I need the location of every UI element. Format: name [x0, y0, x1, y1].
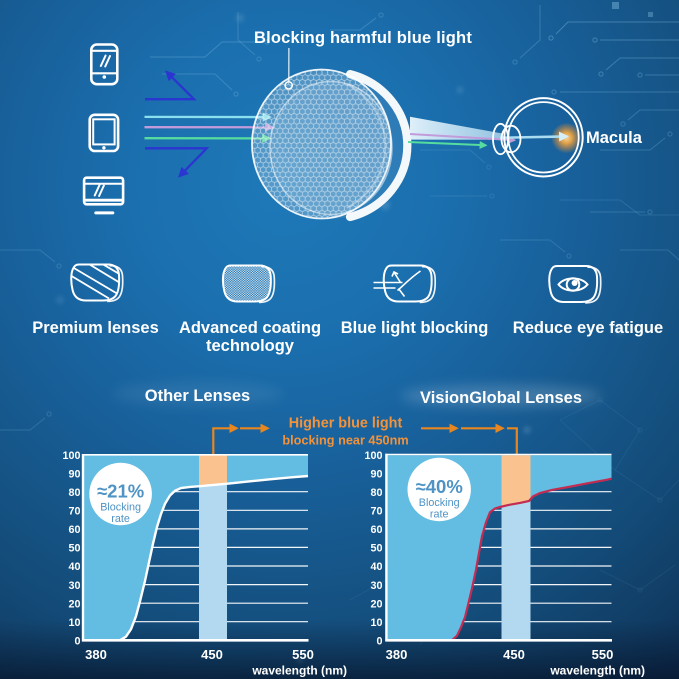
svg-text:Macula: Macula: [586, 129, 643, 147]
svg-text:70: 70: [370, 506, 382, 518]
svg-text:rate: rate: [430, 509, 449, 521]
svg-text:Reduce eye fatigue: Reduce eye fatigue: [513, 319, 663, 337]
svg-text:10: 10: [370, 617, 382, 629]
svg-text:Blue light blocking: Blue light blocking: [341, 319, 489, 337]
svg-text:30: 30: [370, 580, 382, 592]
svg-text:Higher blue light: Higher blue light: [289, 416, 403, 432]
svg-text:100: 100: [62, 450, 80, 462]
svg-text:Advanced coating: Advanced coating: [179, 319, 321, 337]
svg-text:Blocking: Blocking: [100, 502, 141, 514]
svg-text:≈40%: ≈40%: [416, 476, 463, 497]
svg-text:40: 40: [370, 561, 382, 573]
svg-text:380: 380: [85, 647, 107, 662]
svg-text:Blocking harmful blue light: Blocking harmful blue light: [254, 29, 472, 47]
svg-text:80: 80: [68, 487, 80, 499]
svg-text:0: 0: [74, 636, 80, 648]
svg-text:450: 450: [201, 647, 223, 662]
svg-text:Premium lenses: Premium lenses: [32, 319, 159, 337]
svg-text:VisionGlobal Lenses: VisionGlobal Lenses: [420, 389, 582, 407]
svg-text:technology: technology: [206, 337, 295, 355]
svg-text:wavelength (nm): wavelength (nm): [549, 664, 645, 678]
svg-text:80: 80: [370, 487, 382, 499]
svg-text:blocking near 450nm: blocking near 450nm: [282, 434, 408, 448]
svg-text:90: 90: [370, 468, 382, 480]
svg-text:450: 450: [503, 647, 525, 662]
svg-text:100: 100: [364, 450, 382, 462]
svg-text:0: 0: [376, 636, 382, 648]
svg-text:60: 60: [370, 524, 382, 536]
svg-text:50: 50: [370, 543, 382, 555]
svg-text:90: 90: [68, 468, 80, 480]
svg-text:70: 70: [68, 506, 80, 518]
svg-text:550: 550: [592, 647, 614, 662]
svg-text:40: 40: [68, 561, 80, 573]
svg-text:20: 20: [68, 598, 80, 610]
svg-text:30: 30: [68, 580, 80, 592]
svg-text:20: 20: [370, 598, 382, 610]
svg-text:50: 50: [68, 543, 80, 555]
svg-text:rate: rate: [111, 513, 130, 525]
svg-text:wavelength (nm): wavelength (nm): [251, 664, 347, 678]
svg-text:Other Lenses: Other Lenses: [145, 387, 250, 405]
svg-text:380: 380: [386, 647, 408, 662]
svg-text:60: 60: [68, 524, 80, 536]
svg-text:≈21%: ≈21%: [97, 481, 144, 502]
svg-text:10: 10: [68, 617, 80, 629]
svg-text:Blocking: Blocking: [419, 497, 460, 509]
svg-text:550: 550: [292, 647, 314, 662]
